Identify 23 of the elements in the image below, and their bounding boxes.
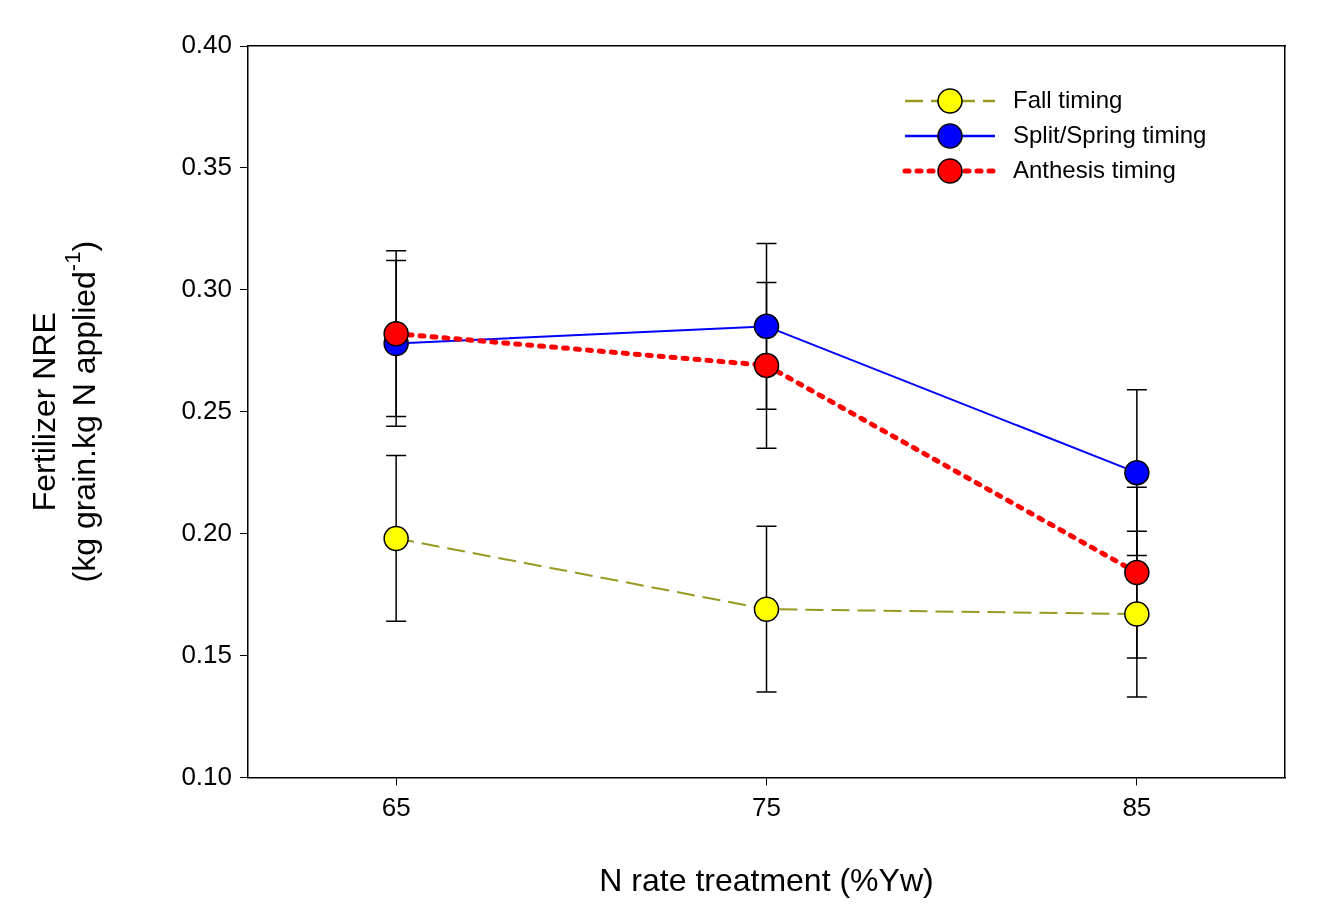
point: [1124, 559, 1150, 586]
x-tick-label: 75: [752, 792, 781, 823]
point: [383, 525, 409, 552]
x-axis-title: N rate treatment (%Yw): [599, 861, 934, 898]
y-tick-label: 0.15: [181, 638, 232, 669]
point: [753, 352, 780, 379]
legend-label: Anthesis timing: [1013, 155, 1176, 183]
legend-label: Split/Spring timing: [1013, 120, 1207, 148]
legend-label: Fall timing: [1013, 85, 1123, 113]
point: [383, 320, 409, 347]
y-tick-label: 0.30: [181, 272, 232, 303]
x-tick-label: 85: [1122, 792, 1152, 823]
y-axis-title: Fertilizer NRE (kg grain.kg N applied-1): [25, 240, 102, 583]
y-tick-label: 0.40: [181, 29, 232, 60]
point: [753, 596, 780, 622]
point: [753, 313, 780, 340]
y-tick-label: 0.35: [181, 151, 232, 182]
x-tick-label: 65: [381, 792, 411, 823]
y-tick-label: 0.25: [181, 394, 232, 425]
point: [1124, 601, 1150, 627]
y-tick-label: 0.20: [181, 516, 232, 547]
y-tick-label: 0.10: [181, 760, 232, 791]
point: [1124, 459, 1150, 486]
